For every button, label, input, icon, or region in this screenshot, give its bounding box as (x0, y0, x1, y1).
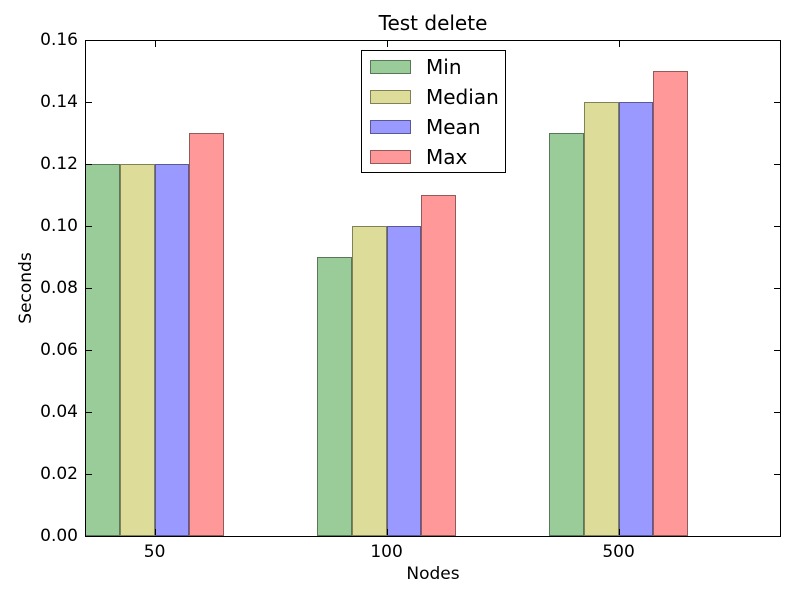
legend-item-min: Min (362, 52, 505, 82)
y-tick-label-0.08: 0.08 (40, 278, 78, 298)
bar-mean-500 (618, 102, 654, 536)
y-tick-left (86, 226, 92, 227)
y-tick-left (86, 474, 92, 475)
legend-label-median: Median (426, 84, 499, 109)
legend-label-mean: Mean (426, 114, 481, 139)
chart-title: Test delete (378, 11, 488, 35)
y-tick-label-0.14: 0.14 (40, 92, 78, 112)
y-tick-right (774, 288, 780, 289)
y-tick-label-0.00: 0.00 (40, 526, 78, 546)
x-tick-label-100: 100 (370, 542, 403, 562)
bar-median-100 (351, 226, 387, 536)
bar-min-100 (317, 257, 352, 536)
y-tick-right (774, 536, 780, 537)
y-tick-label-0.04: 0.04 (40, 402, 78, 422)
x-tick-label-50: 50 (143, 542, 166, 562)
bar-median-500 (583, 102, 619, 536)
bar-median-50 (119, 164, 155, 536)
bar-mean-100 (386, 226, 422, 536)
x-axis-label: Nodes (406, 564, 460, 584)
legend-swatch-min-icon (370, 59, 411, 74)
legend-swatch-median-icon (370, 89, 411, 104)
bar-mean-50 (154, 164, 190, 536)
x-tick-bottom (386, 529, 388, 535)
y-tick-left (86, 536, 92, 537)
y-tick-right (774, 350, 780, 351)
x-tick-top (618, 41, 620, 47)
bar-max-500 (653, 71, 689, 536)
y-tick-label-0.12: 0.12 (40, 154, 78, 174)
bar-max-50 (189, 133, 225, 536)
y-tick-left (86, 40, 92, 41)
legend-item-max: Max (362, 142, 505, 172)
x-tick-label-500: 500 (602, 542, 635, 562)
y-tick-right (774, 474, 780, 475)
y-tick-left (86, 164, 92, 165)
legend-label-min: Min (426, 54, 462, 79)
y-tick-right (774, 164, 780, 165)
y-tick-left (86, 288, 92, 289)
legend-label-max: Max (426, 144, 468, 169)
x-tick-bottom (154, 529, 156, 535)
bar-max-100 (421, 195, 457, 536)
x-tick-top (386, 41, 388, 47)
y-tick-label-0.02: 0.02 (40, 464, 78, 484)
legend: Min Median Mean Max (361, 50, 506, 173)
y-tick-left (86, 350, 92, 351)
y-tick-label-0.16: 0.16 (40, 30, 78, 50)
y-tick-label-0.06: 0.06 (40, 340, 78, 360)
legend-swatch-max-icon (370, 149, 411, 164)
legend-item-median: Median (362, 82, 505, 112)
x-tick-bottom (618, 529, 620, 535)
y-tick-right (774, 102, 780, 103)
x-tick-top (154, 41, 156, 47)
bar-min-500 (549, 133, 584, 536)
y-tick-right (774, 412, 780, 413)
legend-swatch-mean-icon (370, 119, 411, 134)
legend-item-mean: Mean (362, 112, 505, 142)
y-tick-left (86, 102, 92, 103)
y-tick-right (774, 40, 780, 41)
y-tick-left (86, 412, 92, 413)
y-tick-right (774, 226, 780, 227)
y-tick-label-0.10: 0.10 (40, 216, 78, 236)
